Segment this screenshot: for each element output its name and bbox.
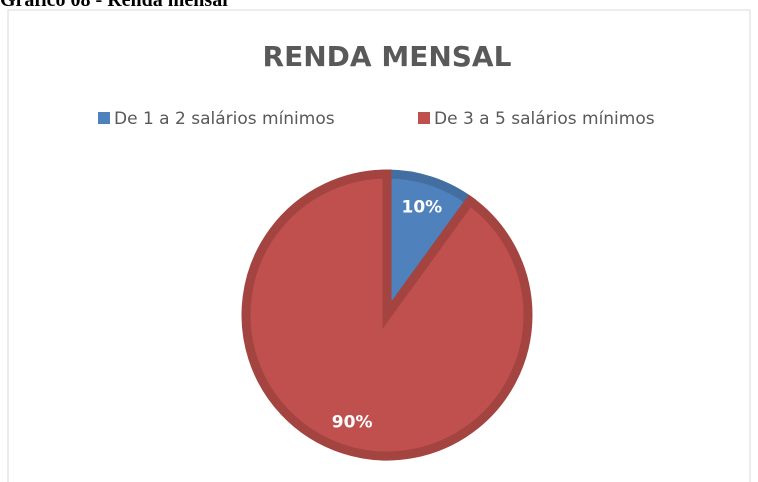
legend-swatch <box>98 112 110 124</box>
chart-title: RENDA MENSAL <box>263 40 512 73</box>
chart-border <box>7 9 751 482</box>
pie-slice <box>241 169 533 461</box>
page-heading: Gráfico 08 - Renda mensal <box>0 0 228 11</box>
legend-label: De 1 a 2 salários mínimos <box>114 109 335 129</box>
data-label: 90% <box>332 412 373 432</box>
legend-swatch <box>418 112 430 124</box>
legend-label: De 3 a 5 salários mínimos <box>434 109 655 129</box>
data-label: 10% <box>402 198 443 218</box>
